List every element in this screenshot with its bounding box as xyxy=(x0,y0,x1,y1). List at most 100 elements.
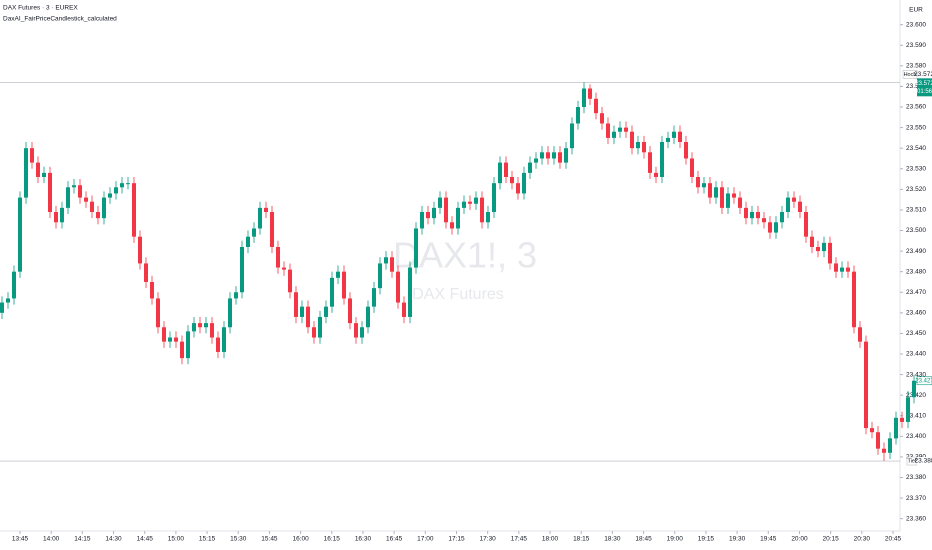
candle-body xyxy=(348,298,352,324)
candle-body xyxy=(192,323,196,332)
candle-body xyxy=(234,292,238,299)
candle-body xyxy=(726,193,730,208)
candle-body xyxy=(774,222,778,233)
y-tick-label: 23.360 xyxy=(906,515,926,522)
candle-body xyxy=(876,432,880,449)
candle-body xyxy=(792,197,796,202)
candle-body xyxy=(852,271,856,328)
y-tick-label: 23.510 xyxy=(906,207,926,214)
x-tick-label: 19:45 xyxy=(760,536,777,543)
indicator-name: DaxAI_FairPriceCandlestick_calculated xyxy=(3,16,117,23)
x-tick-label: 16:45 xyxy=(386,536,403,543)
candle-body xyxy=(300,306,304,317)
candle-body xyxy=(48,172,52,212)
candle-body xyxy=(204,323,208,328)
candle-body xyxy=(384,257,388,264)
x-tick-label: 17:15 xyxy=(448,536,465,543)
candle-body xyxy=(120,183,124,188)
candle-body xyxy=(372,288,376,307)
candle-body xyxy=(528,162,532,173)
candle-body xyxy=(402,302,406,317)
y-tick-label: 23.380 xyxy=(906,474,926,481)
candle-body xyxy=(78,185,82,198)
candle-body xyxy=(354,323,358,338)
candle-body xyxy=(870,428,874,433)
candle-body xyxy=(690,158,694,177)
candle-body xyxy=(834,263,838,272)
candle-body xyxy=(264,207,268,212)
candle-body xyxy=(0,302,4,313)
candle-body xyxy=(180,341,184,359)
x-tick-label: 19:00 xyxy=(667,536,684,543)
candle-body xyxy=(702,183,706,188)
candle-body xyxy=(900,417,904,422)
candle-body xyxy=(306,306,310,328)
candle-body xyxy=(324,306,328,317)
candle-body xyxy=(36,162,40,177)
candle-body xyxy=(114,187,118,194)
candle-body xyxy=(96,211,100,219)
candle-body xyxy=(738,197,742,208)
candle-body xyxy=(432,207,436,219)
candle-body xyxy=(474,197,478,204)
candle-body xyxy=(576,107,580,124)
candle-body xyxy=(600,113,604,124)
candle-body xyxy=(756,211,760,219)
candle-body xyxy=(636,142,640,149)
y-tick-label: 23.490 xyxy=(906,248,926,255)
candle-body xyxy=(438,197,442,208)
candle-body xyxy=(858,327,862,342)
candle-body xyxy=(210,323,214,338)
y-tick-label: 23.560 xyxy=(906,104,926,111)
candle-body xyxy=(6,298,10,303)
candle-body xyxy=(708,183,712,198)
candle-body xyxy=(906,397,910,422)
candle-body xyxy=(558,152,562,163)
candle-body xyxy=(288,269,292,293)
candle-body xyxy=(444,197,448,223)
y-tick-label: 23.570 xyxy=(906,83,926,90)
candle-body xyxy=(762,218,766,223)
candle-body xyxy=(246,236,250,247)
candle-body xyxy=(138,236,142,264)
candle-body xyxy=(780,211,784,223)
candle-body xyxy=(570,123,574,149)
candle-body xyxy=(672,131,676,138)
y-tick-label: 23.470 xyxy=(906,289,926,296)
candle-body xyxy=(606,123,610,138)
candle-body xyxy=(132,183,136,237)
x-tick-label: 15:45 xyxy=(261,536,278,543)
candle-body xyxy=(330,277,334,307)
candle-body xyxy=(90,201,94,212)
candle-body xyxy=(552,152,556,159)
candle-body xyxy=(714,187,718,198)
candle-body xyxy=(564,148,568,163)
x-tick-label: 14:15 xyxy=(74,536,91,543)
candle-body xyxy=(840,267,844,272)
watermark-sub: DAX Futures xyxy=(412,286,504,303)
candle-body xyxy=(66,187,70,208)
x-tick-label: 18:15 xyxy=(573,536,590,543)
y-tick-label: 23.480 xyxy=(906,268,926,275)
candle-body xyxy=(828,242,832,264)
candle-body xyxy=(174,337,178,342)
candle-body xyxy=(624,127,628,132)
x-tick-label: 20:15 xyxy=(823,536,840,543)
candle-body xyxy=(546,152,550,159)
candle-body xyxy=(360,327,364,338)
low-price-box xyxy=(917,457,932,466)
candle-body xyxy=(588,88,592,99)
x-tick-label: 20:30 xyxy=(854,536,871,543)
x-tick-label: 17:00 xyxy=(417,536,434,543)
candle-body xyxy=(456,207,460,229)
y-tick-label: 23.430 xyxy=(906,371,926,378)
candle-body xyxy=(60,207,64,223)
candle-body xyxy=(882,448,886,453)
y-tick-label: 23.410 xyxy=(906,412,926,419)
candle-body xyxy=(822,242,826,252)
candle-body xyxy=(846,267,850,272)
x-tick-label: 20:45 xyxy=(885,536,902,543)
x-tick-label: 19:30 xyxy=(729,536,746,543)
high-tag-box xyxy=(902,70,918,79)
